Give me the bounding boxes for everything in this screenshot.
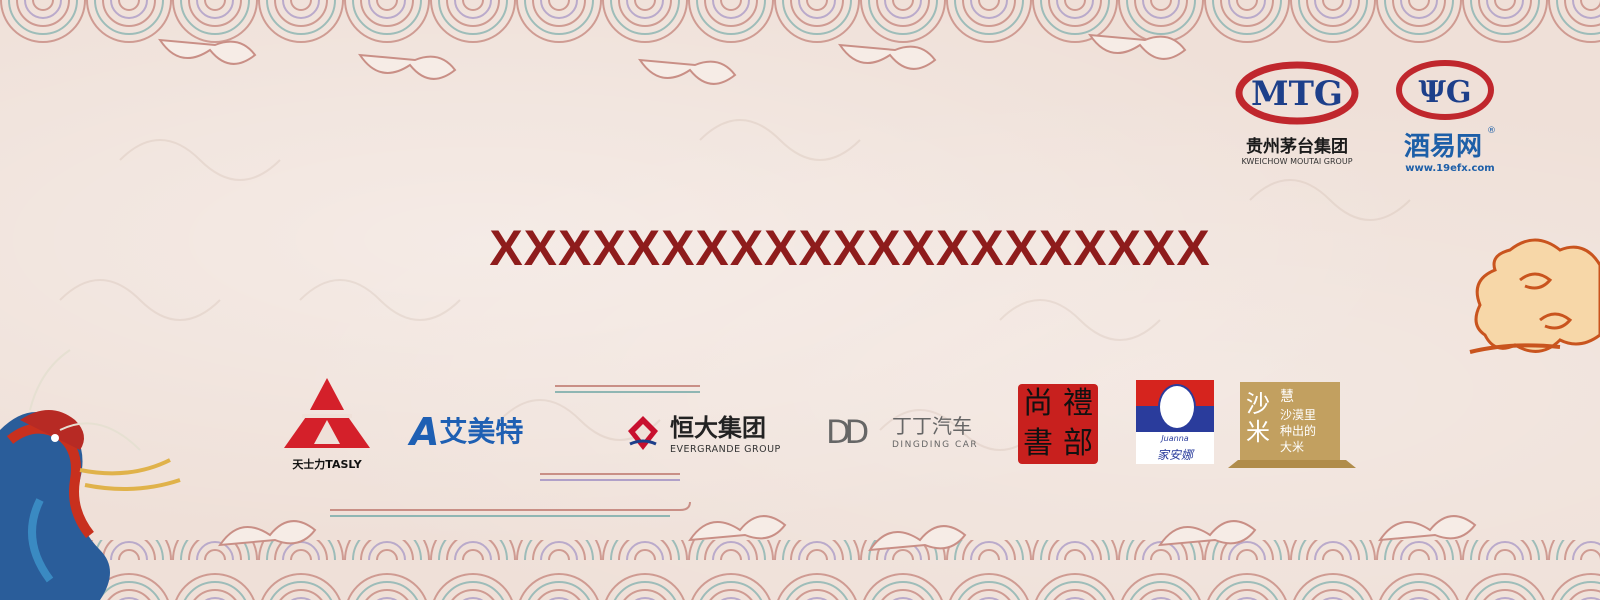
juanna-text: Juanna — [1161, 434, 1189, 443]
libu-char-li: 禮 — [1063, 386, 1093, 421]
jiuyi-logo: ΨG 酒易网 ® www.19efx.com — [1380, 58, 1520, 174]
faint-cloud-pattern — [59, 119, 1411, 451]
evergrande-sub: EVERGRANDE GROUP — [670, 444, 781, 455]
juanna-emblem-icon — [1158, 384, 1196, 430]
libu-char-bu: 部 — [1063, 426, 1093, 461]
libu-seal-logo: 尚 禮 書 部 — [1018, 384, 1098, 464]
shami-line1: 沙漠里 — [1280, 408, 1317, 422]
libu-char-shang: 尚 — [1023, 386, 1053, 421]
bottom-cloud-curls — [218, 515, 1477, 552]
aimeite-logo: A艾美特 — [410, 410, 580, 454]
shami-line3: 大米 — [1280, 440, 1305, 454]
jiuyi-emblem-icon: ΨG — [1396, 60, 1494, 120]
svg-text:MTG: MTG — [1251, 74, 1343, 114]
shami-logo: 沙米 慧 沙漠里 种出的 大米 — [1240, 382, 1340, 460]
libu-char-shu: 書 — [1023, 426, 1053, 461]
dingding-name: 丁丁汽车 — [892, 414, 972, 438]
dingding-sub: DINGDING CAR — [892, 440, 979, 450]
shami-seal: 慧 — [1280, 389, 1294, 405]
dingding-logo: DD 丁丁汽车 DINGDING CAR — [826, 412, 996, 456]
evergrande-logo: 恒大集团 EVERGRANDE GROUP — [624, 414, 804, 458]
tasly-triangle-icon — [284, 378, 370, 448]
jiuyi-name: 酒易网 — [1403, 132, 1482, 162]
top-wave-border — [0, 0, 1600, 56]
shami-line2: 种出的 — [1280, 424, 1317, 438]
jiuyi-url: www.19efx.com — [1405, 163, 1495, 174]
moutai-logo: MTG 贵州茅台集团 KWEICHOW MOUTAI GROUP — [1232, 60, 1362, 170]
moutai-name: 贵州茅台集团 — [1246, 137, 1348, 157]
decor-rails — [330, 385, 700, 517]
banner-title: XXXXXXXXXXXXXXXXXXXXX — [489, 220, 1211, 276]
tasly-logo: 天士力TASLY — [282, 378, 372, 471]
aimeite-text: 艾美特 — [439, 415, 524, 448]
right-cloud-icon — [1469, 238, 1600, 354]
evergrande-name: 恒大集团 — [670, 414, 766, 442]
aimeite-mark-icon: A — [410, 410, 440, 454]
juanna-script: 家安娜 — [1156, 448, 1193, 462]
moutai-emblem-icon: MTG — [1235, 61, 1359, 125]
moutai-sub: KWEICHOW MOUTAI GROUP — [1241, 157, 1353, 166]
tasly-text: 天士力TASLY — [292, 458, 362, 471]
evergrande-emblem-icon — [628, 416, 658, 450]
top-cloud-curls — [158, 33, 1187, 85]
jiuyi-registered: ® — [1487, 126, 1497, 136]
dragon-icon — [0, 349, 181, 600]
svg-text:ΨG: ΨG — [1418, 75, 1471, 110]
bottom-wave-border — [0, 540, 1600, 600]
dingding-mark-icon: DD — [826, 413, 869, 451]
juanna-logo: Juanna 家安娜 — [1136, 380, 1214, 464]
shami-big: 沙米 — [1246, 390, 1270, 446]
